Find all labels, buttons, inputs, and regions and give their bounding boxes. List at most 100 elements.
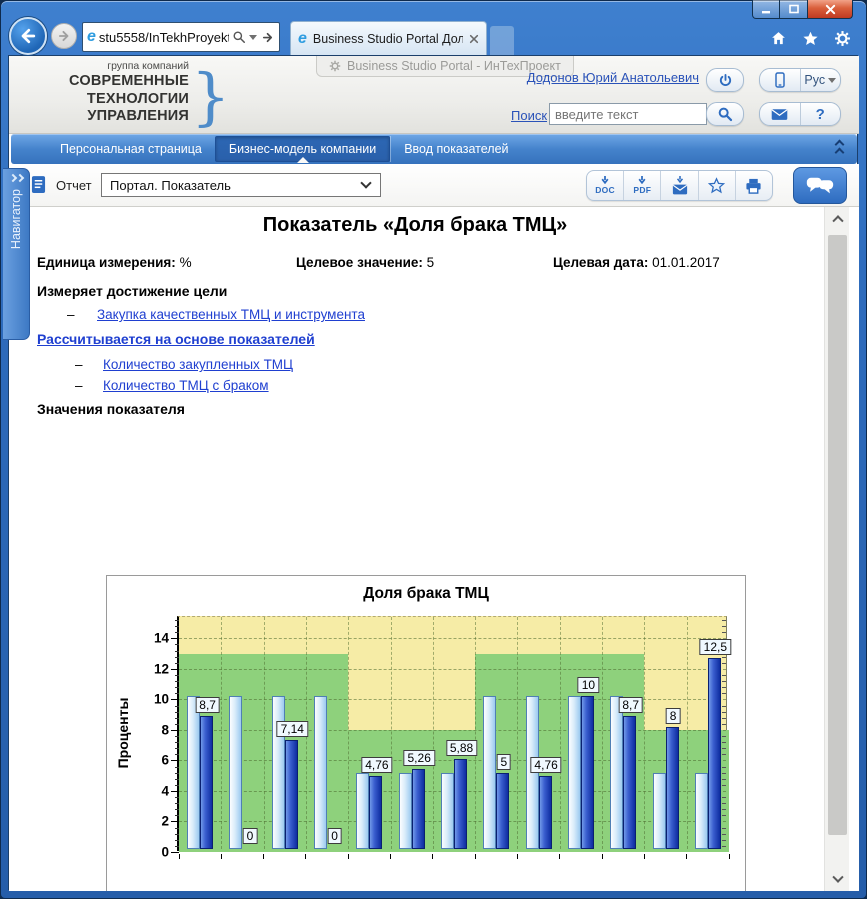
export-pdf-button[interactable]: PDF: [623, 171, 660, 200]
scrollbar-thumb[interactable]: [828, 235, 847, 835]
new-tab-button[interactable]: [490, 26, 514, 55]
plan-bar: [229, 696, 243, 849]
search-input[interactable]: [549, 103, 707, 125]
logout-button[interactable]: [706, 68, 744, 92]
v-gridline: [644, 617, 646, 849]
calc-link-defective[interactable]: Количество ТМЦ с браком: [103, 378, 269, 393]
y-tick-label: 2: [161, 813, 169, 829]
h-gridline: [179, 638, 726, 640]
y-minor-tick-right: [722, 620, 726, 622]
browser-forward-button[interactable]: [51, 23, 77, 49]
y-minor-tick: [175, 803, 179, 805]
scroll-down-button[interactable]: [825, 869, 850, 891]
fact-bar: [665, 726, 679, 849]
download-arrow-icon: [638, 176, 646, 184]
device-language-group: Рус: [759, 68, 841, 92]
plan-bar: [398, 772, 412, 849]
calc-link-purchased[interactable]: Количество закупленных ТМЦ: [103, 357, 294, 372]
export-doc-button[interactable]: DOC: [587, 171, 623, 200]
download-arrow-icon: [601, 176, 609, 184]
go-arrow-icon[interactable]: [260, 30, 275, 45]
fact-value-label: 0: [242, 828, 258, 844]
nav-tab-indicator-input[interactable]: Ввод показателей: [390, 136, 521, 162]
x-tick: [601, 854, 603, 859]
plan-bar: [567, 696, 581, 849]
collapse-menu-button[interactable]: [834, 139, 845, 158]
y-major-tick: [171, 790, 179, 792]
y-minor-tick: [175, 815, 179, 817]
y-minor-tick-right: [722, 742, 726, 744]
plan-bar: [271, 696, 285, 849]
minimize-icon: [762, 10, 770, 13]
help-button[interactable]: ?: [799, 103, 841, 125]
page-client-area: Business Studio Portal - ИнТехПроект гру…: [3, 55, 859, 891]
calc-section-heading-link[interactable]: Рассчитывается на основе показателей: [37, 331, 315, 347]
company-logo: группа компаний СОВРЕМЕННЫЕ ТЕХНОЛОГИИ У…: [37, 60, 231, 134]
favorite-button[interactable]: [697, 171, 735, 200]
x-tick: [347, 854, 349, 859]
browser-back-button[interactable]: [9, 17, 47, 55]
browser-tab[interactable]: e Business Studio Portal Дол...: [290, 21, 487, 55]
vertical-scrollbar[interactable]: [824, 207, 849, 891]
y-minor-tick: [175, 681, 179, 683]
v-gridline: [602, 617, 604, 849]
address-dropdown-caret[interactable]: [249, 34, 257, 40]
user-profile-link[interactable]: Додонов Юрий Анатольевич: [526, 70, 699, 85]
y-minor-tick-right: [722, 778, 726, 780]
fact-bar: [200, 716, 214, 849]
address-bar[interactable]: e stu5558/InTekhProyekt/: [82, 22, 280, 52]
maximize-button[interactable]: [780, 0, 808, 19]
y-minor-tick-right: [722, 736, 726, 738]
logo-brace: }: [191, 60, 231, 134]
comments-button[interactable]: [793, 167, 847, 204]
mobile-view-button[interactable]: [760, 69, 800, 91]
y-tick-label: 14: [153, 630, 169, 646]
y-major-tick: [171, 821, 179, 823]
send-mail-button[interactable]: [660, 171, 697, 200]
y-major-tick: [171, 852, 179, 853]
search-icon[interactable]: [232, 30, 246, 44]
v-gridline: [475, 617, 477, 849]
y-tick-label: 10: [153, 691, 169, 707]
x-category-label: Январь 2016: [642, 859, 684, 891]
goal-link[interactable]: Закупка качественных ТМЦ и инструмента: [97, 307, 365, 322]
star-icon: [708, 177, 726, 194]
x-category-label: Апрель 2015: [262, 859, 304, 891]
report-label: Отчет: [56, 178, 92, 193]
search-button[interactable]: [706, 102, 744, 126]
y-minor-tick-right: [722, 845, 726, 847]
search-link[interactable]: Поиск: [511, 108, 548, 123]
print-button[interactable]: [734, 171, 772, 200]
report-content: Показатель «Доля брака ТМЦ» Единица изме…: [9, 207, 859, 891]
plan-bar: [441, 772, 454, 849]
window-controls: [752, 0, 853, 19]
nav-tab-business-model[interactable]: Бизнес-модель компании: [214, 136, 391, 163]
y-minor-tick-right: [722, 687, 726, 689]
y-minor-tick: [175, 620, 179, 622]
favorites-star-icon[interactable]: [802, 30, 819, 47]
report-select[interactable]: Портал. Показатель: [101, 173, 381, 197]
fact-bar: [707, 658, 721, 849]
plan-bar: [356, 772, 370, 849]
home-icon[interactable]: [770, 30, 787, 47]
settings-gear-icon[interactable]: [834, 30, 851, 47]
minimize-button[interactable]: [752, 0, 780, 19]
plan-bar: [610, 696, 624, 849]
mail-button[interactable]: [760, 103, 800, 125]
nav-tab-personal-page[interactable]: Персональная страница: [47, 136, 215, 162]
x-category-label: Ноябрь 2015: [558, 859, 600, 891]
address-url[interactable]: stu5558/InTekhProyekt/: [98, 29, 229, 45]
navigator-panel-tab[interactable]: Навигатор: [3, 168, 30, 340]
tab-close-icon[interactable]: [469, 34, 479, 44]
y-major-tick: [171, 638, 179, 640]
fact-bar: [538, 776, 552, 849]
y-minor-tick: [175, 845, 179, 847]
language-selector[interactable]: Рус: [799, 69, 841, 91]
y-minor-tick-right: [722, 833, 726, 835]
report-select-value: Портал. Показатель: [110, 177, 231, 193]
fact-bar: [369, 776, 383, 849]
close-button[interactable]: [808, 0, 853, 19]
y-minor-tick: [175, 754, 179, 756]
scroll-up-button[interactable]: [825, 207, 850, 229]
fact-value-label: 8,7: [195, 697, 220, 714]
